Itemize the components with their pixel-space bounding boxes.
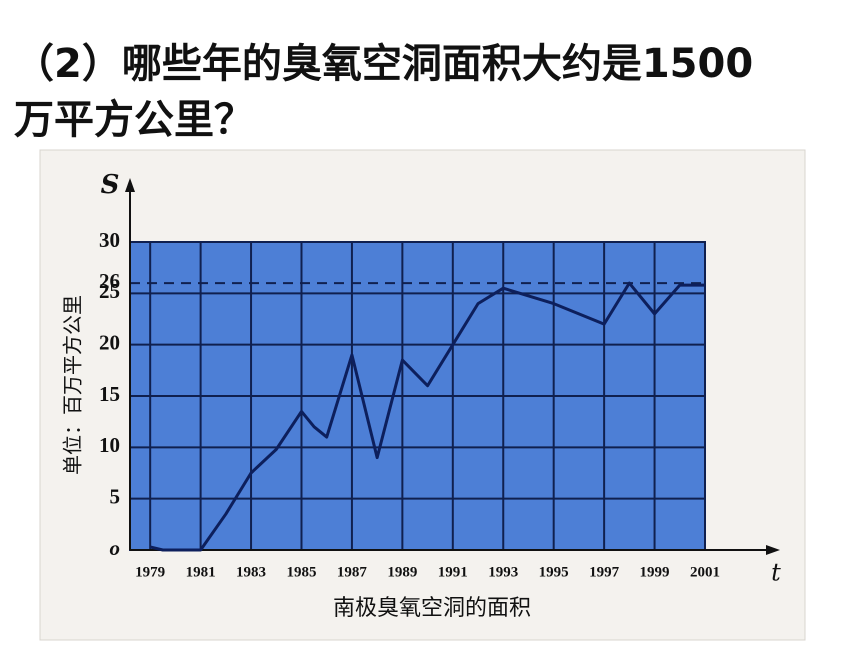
y-tick-label: 20 [99,330,120,354]
y-axis-symbol: S [101,170,120,200]
data-line [149,281,705,552]
x-tick-label: 1993 [488,564,518,580]
x-axis-arrow [766,545,780,555]
chart-caption: 南极臭氧空洞的面积 [333,596,531,621]
question-line: 万平方公里？ [14,97,254,143]
y-axis-label: 单位：百万平方公里 [61,295,85,475]
x-tick-label: 2001 [690,564,720,580]
x-tick-label: 1989 [387,564,417,580]
x-tick-label: 1991 [438,564,468,580]
y-tick-label: 10 [99,433,120,457]
y-tick-label: 25 [99,279,120,303]
x-tick-label: 1981 [186,564,216,580]
x-tick-label: 1985 [286,564,316,580]
question-line: （2）哪些年的臭氧空洞面积大约是1500 [14,41,753,87]
y-tick-label: 5 [110,484,121,508]
y-tick-label: 15 [99,382,120,406]
x-tick-label: 1983 [236,564,266,580]
x-tick-label: 1987 [337,564,368,580]
x-axis-symbol: t [771,559,781,587]
x-tick-label: 1979 [135,564,165,580]
y-tick-label: o [110,536,121,560]
y-tick-label: 30 [99,228,120,252]
x-tick-label: 1997 [589,564,620,580]
x-tick-label: 1999 [640,564,670,580]
y-axis-arrow [125,178,135,192]
x-tick-label: 1995 [539,564,569,580]
y-tick-label: 26 [99,269,120,293]
